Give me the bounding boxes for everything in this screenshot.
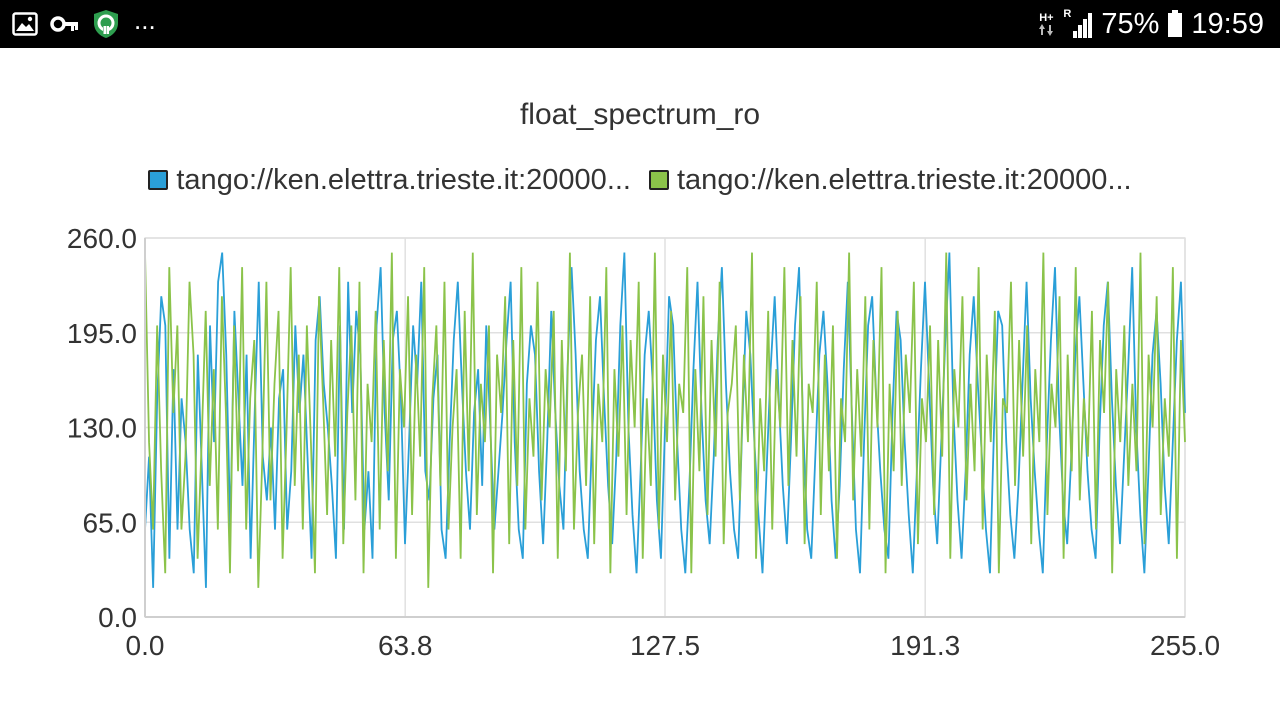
- signal-icon: R: [1063, 9, 1093, 39]
- legend-item-series-1[interactable]: tango://ken.elettra.trieste.it:20000...: [148, 164, 631, 197]
- x-tick-label: 127.5: [630, 630, 700, 661]
- legend-swatch-series-1: [148, 170, 169, 190]
- y-tick-label: 195.0: [67, 318, 137, 349]
- chart-axes: 0.0 65.0 130.0 195.0 260.0 0.0 63.8 127.5 191.3 2…: [67, 223, 1220, 661]
- x-tick-label: 63.8: [378, 630, 433, 661]
- status-bar: ... H+ R 75% 19:59: [0, 0, 1280, 48]
- gallery-icon: [12, 12, 38, 36]
- status-bar-right: H+ R 75% 19:59: [1037, 0, 1264, 48]
- battery-percent: 75%: [1101, 7, 1160, 40]
- vpn-shield-icon: [94, 10, 118, 38]
- y-tick-label: 130.0: [67, 413, 137, 444]
- x-tick-label: 0.0: [126, 630, 165, 661]
- chart-legend: tango://ken.elettra.trieste.it:20000... …: [0, 160, 1280, 200]
- chart-title: float_spectrum_ro: [519, 98, 761, 131]
- y-tick-label: 260.0: [67, 223, 137, 254]
- legend-item-series-2[interactable]: tango://ken.elettra.trieste.it:20000...: [649, 164, 1132, 197]
- network-type-label: H+: [1039, 11, 1054, 24]
- series-line-2: [144, 252, 1186, 588]
- key-icon: [50, 16, 78, 32]
- legend-label-series-1: tango://ken.elettra.trieste.it:20000...: [176, 163, 631, 196]
- x-tick-label: 255.0: [1150, 630, 1220, 661]
- data-activity-icon: [1039, 23, 1054, 36]
- network-type-icon: H+: [1037, 11, 1055, 36]
- battery-icon: [1168, 10, 1183, 37]
- legend-label-series-2: tango://ken.elettra.trieste.it:20000...: [677, 163, 1132, 196]
- clock-time: 19:59: [1191, 7, 1264, 40]
- y-tick-label: 0.0: [98, 602, 137, 633]
- status-bar-left: ...: [12, 0, 156, 48]
- notification-overflow-indicator: ...: [134, 5, 156, 35]
- chart-series: [144, 252, 1186, 588]
- roaming-label: R: [1063, 8, 1072, 20]
- legend-swatch-series-2: [649, 170, 669, 190]
- y-tick-label: 65.0: [83, 507, 138, 538]
- x-tick-label: 191.3: [890, 630, 960, 661]
